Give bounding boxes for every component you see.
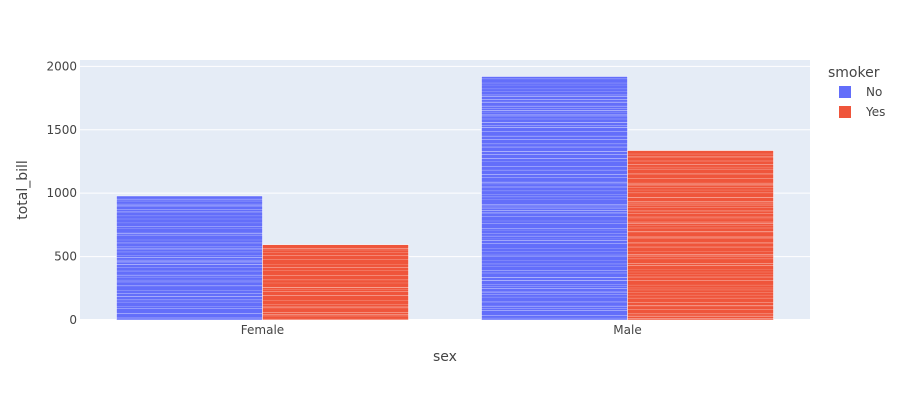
y-tick-label: 1500: [46, 123, 77, 137]
x-tick-labels: Female Male: [241, 323, 642, 337]
y-tick-label: 1000: [46, 186, 77, 200]
legend-swatch: [839, 86, 851, 98]
legend[interactable]: smoker No Yes: [828, 65, 885, 119]
legend-label: Yes: [865, 105, 885, 119]
bar-yes-female[interactable]: [262, 244, 409, 320]
bar-outline: [262, 244, 409, 321]
legend-label: No: [866, 85, 882, 99]
legend-item-no[interactable]: No: [839, 85, 882, 99]
y-tick-label: 0: [69, 313, 77, 327]
bar-no-male[interactable]: [481, 76, 628, 320]
legend-swatch: [839, 106, 851, 118]
y-tick-label: 2000: [46, 59, 77, 73]
x-tick-label: Female: [241, 323, 284, 337]
y-tick-labels: 0 500 1000 1500 2000: [46, 59, 77, 327]
legend-title: smoker: [828, 65, 880, 81]
bars: [116, 76, 774, 321]
x-tick-label: Male: [613, 323, 641, 337]
legend-item-yes[interactable]: Yes: [839, 105, 885, 119]
x-axis-title: sex: [433, 349, 457, 365]
bar-yes-male[interactable]: [627, 150, 774, 320]
bar-outline: [627, 150, 774, 321]
y-axis-title: total_bill: [15, 160, 31, 220]
y-tick-label: 500: [54, 250, 77, 264]
bar-no-female[interactable]: [116, 195, 263, 320]
